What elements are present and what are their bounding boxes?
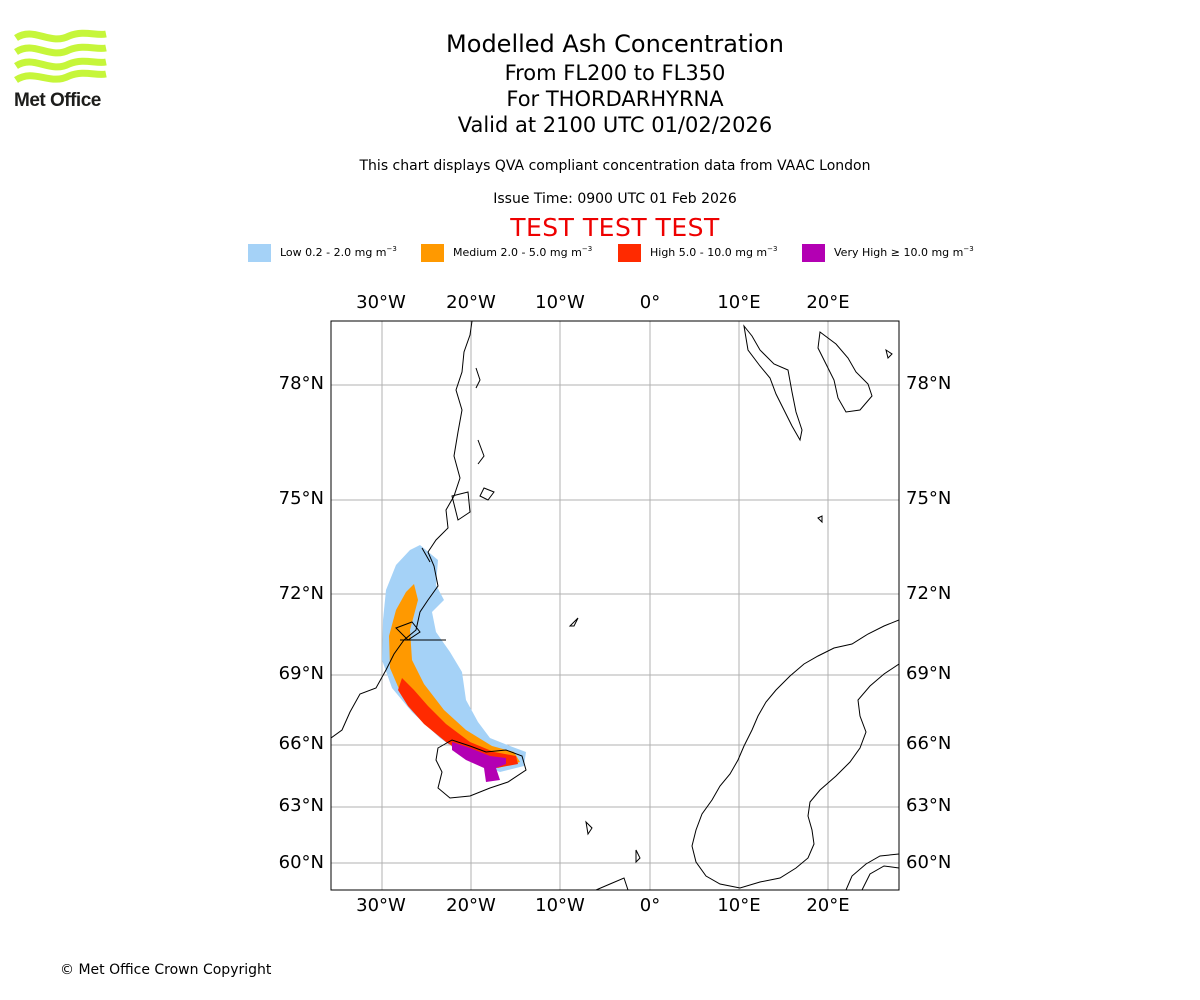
lat-label-right-66n: 66°N <box>906 733 952 754</box>
lat-label-left-72n: 72°N <box>278 583 324 604</box>
legend-swatch-medium <box>421 244 444 262</box>
chart-title: Modelled Ash Concentration <box>446 30 784 58</box>
qva-subtitle: This chart displays QVA compliant concen… <box>359 158 871 174</box>
copyright-notice: © Met Office Crown Copyright <box>60 962 272 978</box>
lat-label-left-60n: 60°N <box>278 852 324 873</box>
lat-label-left-78n: 78°N <box>278 373 324 394</box>
legend-label-very-high: Very High ≥ 10.0 mg m−3 <box>834 245 974 259</box>
met-office-logo-text: Met Office <box>14 90 101 111</box>
legend-label-medium: Medium 2.0 - 5.0 mg m−3 <box>453 245 593 259</box>
lon-label-bottom-10w: 10°W <box>535 895 585 916</box>
legend-label-low: Low 0.2 - 2.0 mg m−3 <box>280 245 397 259</box>
valid-time: Valid at 2100 UTC 01/02/2026 <box>457 113 773 137</box>
lon-label-top-20e: 20°E <box>806 292 850 313</box>
legend-label-high: High 5.0 - 10.0 mg m−3 <box>650 245 778 259</box>
lon-label-bottom-30w: 30°W <box>356 895 406 916</box>
volcano-name: For THORDARHYRNA <box>506 87 724 111</box>
lat-label-right-69n: 69°N <box>906 663 952 684</box>
legend-swatch-low <box>248 244 271 262</box>
issue-time: Issue Time: 0900 UTC 01 Feb 2026 <box>493 191 737 207</box>
legend-swatch-high <box>618 244 641 262</box>
lon-label-bottom-20w: 20°W <box>446 895 496 916</box>
coastlines <box>331 321 899 890</box>
lat-label-right-72n: 72°N <box>906 583 952 604</box>
test-banner: TEST TEST TEST <box>510 213 720 242</box>
lon-label-bottom-20e: 20°E <box>806 895 850 916</box>
lat-label-left-75n: 75°N <box>278 488 324 509</box>
lat-label-left-69n: 69°N <box>278 663 324 684</box>
legend-swatch-very-high <box>802 244 825 262</box>
lat-label-right-63n: 63°N <box>906 795 952 816</box>
lon-label-bottom-0: 0° <box>639 895 661 916</box>
ash-very-high <box>452 742 506 782</box>
lon-label-bottom-10e: 10°E <box>717 895 761 916</box>
lon-label-top-10e: 10°E <box>717 292 761 313</box>
flight-level-range: From FL200 to FL350 <box>504 61 726 85</box>
lon-label-top-20w: 20°W <box>446 292 496 313</box>
lon-label-top-0: 0° <box>639 292 661 313</box>
lat-label-right-75n: 75°N <box>906 488 952 509</box>
lon-label-top-30w: 30°W <box>356 292 406 313</box>
lat-label-right-78n: 78°N <box>906 373 952 394</box>
map-frame <box>330 320 900 891</box>
chart-title-block: Modelled Ash Concentration From FL200 to… <box>0 28 1200 138</box>
lat-label-right-60n: 60°N <box>906 852 952 873</box>
lat-label-left-66n: 66°N <box>278 733 324 754</box>
lat-label-left-63n: 63°N <box>278 795 324 816</box>
met-office-logo <box>14 29 107 84</box>
lon-label-top-10w: 10°W <box>535 292 585 313</box>
